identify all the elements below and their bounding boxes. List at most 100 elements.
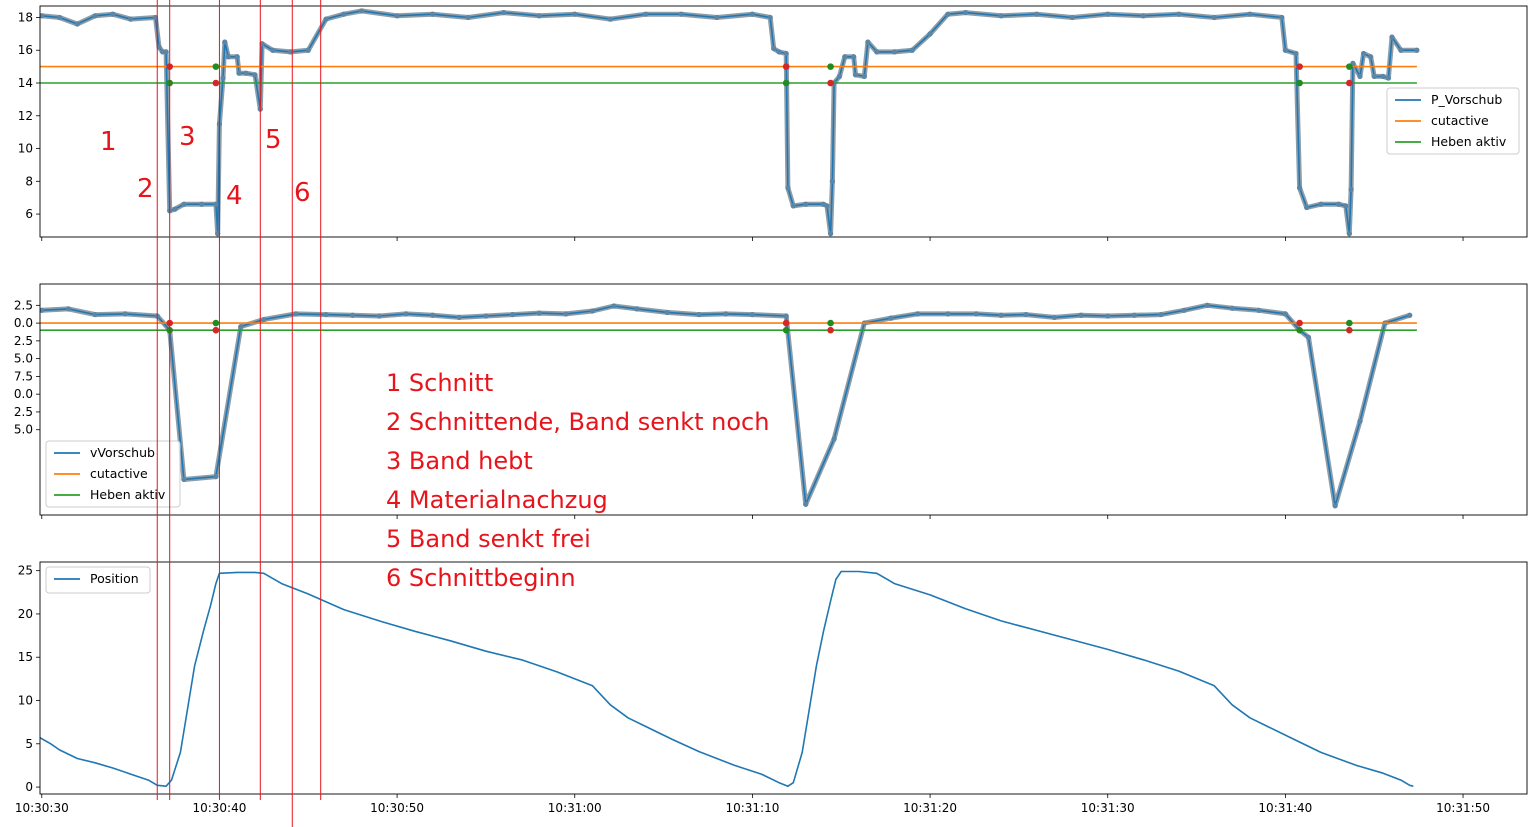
- data-point: [998, 312, 1004, 318]
- data-point: [945, 311, 951, 317]
- data-point: [1371, 73, 1377, 80]
- data-point: [1105, 11, 1111, 17]
- x-tick-label: 10:30:50: [370, 801, 424, 815]
- data-point: [456, 314, 462, 321]
- data-point: [888, 315, 894, 321]
- y-tick-label: 0: [25, 780, 33, 794]
- note-1: 1 Schnitt: [386, 369, 493, 397]
- data-point: [1304, 204, 1310, 211]
- data-point: [252, 72, 258, 78]
- data-point: [1204, 302, 1210, 308]
- data-point: [261, 316, 267, 323]
- data-point: [323, 311, 329, 318]
- data-point: [501, 9, 507, 16]
- data-point: [341, 11, 347, 17]
- annotation-6: 6: [294, 178, 311, 208]
- data-point: [1343, 203, 1349, 209]
- data-point: [1051, 314, 1058, 321]
- data-point: [305, 47, 311, 53]
- event-marker: [782, 63, 790, 70]
- legend-label: Heben aktiv: [1431, 134, 1507, 149]
- data-point: [1131, 312, 1137, 318]
- y-tick-label: 5.0: [14, 352, 33, 366]
- data-point: [824, 203, 830, 209]
- event-marker: [212, 79, 220, 87]
- y-tick-label: 12: [18, 109, 33, 123]
- data-point: [1023, 311, 1029, 318]
- data-point: [1176, 11, 1182, 17]
- data-point: [350, 312, 356, 318]
- data-point: [465, 14, 471, 21]
- axes-frame: [39, 283, 1528, 516]
- x-tick-label: 10:30:30: [15, 801, 69, 815]
- y-tick-label: 0.0: [14, 316, 33, 330]
- data-point: [358, 8, 365, 14]
- event-marker: [212, 319, 220, 327]
- note-6: 6 Schnittbeginn: [386, 564, 576, 592]
- data-point: [749, 11, 756, 17]
- legend-label: Position: [90, 571, 139, 586]
- data-point: [998, 13, 1004, 19]
- data-point: [1385, 75, 1392, 81]
- data-point: [181, 201, 187, 207]
- data-point: [852, 72, 859, 78]
- event-annotations: 1 2 3 4 5 6: [100, 122, 311, 211]
- data-point: [749, 311, 756, 318]
- y-tick-label: 10: [18, 142, 33, 156]
- data-point: [225, 54, 231, 60]
- event-marker: [827, 79, 834, 87]
- x-tick-label: 10:31:00: [548, 801, 602, 815]
- data-point: [1078, 312, 1084, 318]
- x-axis-ticks: 10:30:30 10:30:40 10:30:50 10:31:00 10:31:10…: [15, 801, 1490, 815]
- event-marker: [1346, 63, 1353, 70]
- data-point: [1357, 418, 1363, 424]
- y-tick-label: 2.5: [14, 298, 33, 312]
- legend-label: cutactive: [90, 466, 148, 481]
- data-point: [213, 201, 219, 207]
- note-3: 3 Band hebt: [386, 447, 533, 475]
- data-point: [851, 54, 857, 60]
- data-point: [110, 11, 116, 17]
- y-tick-label: 15: [18, 650, 33, 664]
- data-point: [563, 311, 569, 317]
- event-marker: [1346, 79, 1353, 87]
- y-tick-label: 8: [25, 174, 33, 188]
- data-point: [509, 311, 516, 318]
- data-point: [634, 306, 640, 312]
- data-point: [723, 311, 729, 317]
- data-point: [65, 306, 72, 312]
- data-point: [865, 39, 871, 45]
- note-2: 2 Schnittende, Band senkt noch: [386, 408, 769, 436]
- x-tick-label: 10:31:30: [1081, 801, 1135, 815]
- data-point: [74, 21, 80, 27]
- data-point: [1296, 185, 1303, 191]
- data-point: [945, 11, 951, 17]
- data-point: [803, 501, 809, 507]
- y-tick-label: 14: [18, 76, 33, 90]
- data-point: [962, 9, 969, 16]
- y-tick-label: 0.0: [14, 387, 33, 401]
- annotation-2: 2: [137, 174, 154, 204]
- x-tick-label: 10:31:40: [1258, 801, 1312, 815]
- series-marker-band: [40, 302, 1413, 509]
- annotation-5: 5: [265, 125, 282, 155]
- data-point: [243, 70, 249, 76]
- event-lines: [156, 0, 322, 827]
- data-point: [270, 47, 276, 53]
- x-tick-label: 10:31:20: [903, 801, 957, 815]
- data-point: [643, 11, 649, 17]
- data-point: [1332, 503, 1338, 509]
- y-tick-label: 20: [18, 607, 33, 621]
- data-point: [771, 45, 777, 52]
- data-point: [611, 303, 617, 309]
- data-point: [536, 310, 542, 316]
- data-point: [1282, 47, 1288, 53]
- legend-notes: 1 Schnitt 2 Schnittende, Band senkt noch…: [386, 369, 769, 592]
- x-tick-label: 10:31:50: [1436, 801, 1490, 815]
- annotation-1: 1: [100, 127, 117, 157]
- data-point: [803, 201, 809, 207]
- annotation-4: 4: [226, 181, 243, 211]
- data-point: [430, 312, 436, 318]
- data-point: [1346, 231, 1352, 237]
- y-tick-label: 6: [25, 207, 33, 221]
